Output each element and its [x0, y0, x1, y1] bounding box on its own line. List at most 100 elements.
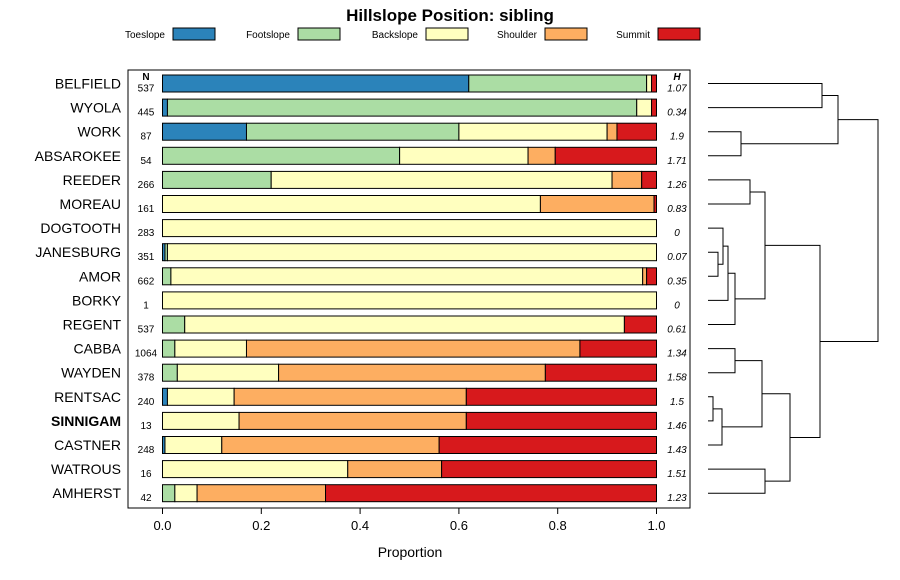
bar-work-summit	[616, 122, 657, 141]
row-label-amor: AMOR	[79, 268, 121, 284]
row-n-moreau: 161	[138, 204, 155, 215]
row-n-reeder: 266	[138, 180, 155, 191]
row-label-rentsac: RENTSAC	[54, 389, 121, 405]
legend-swatch-shoulder	[544, 27, 588, 41]
bar-wyola-toeslope	[162, 98, 168, 117]
dendrogram-link-n	[708, 468, 766, 494]
dendrogram-link-c	[741, 95, 839, 145]
bar-wyola-footslope	[166, 98, 638, 117]
row-label-belfield: BELFIELD	[55, 76, 121, 92]
bar-cabba-footslope	[162, 339, 176, 358]
row-n-janesburg: 351	[138, 252, 155, 263]
row-label-cabba: CABBA	[74, 341, 122, 357]
row-h-sinnigam: 1.46	[667, 421, 687, 432]
row-n-work: 87	[140, 132, 152, 143]
row-label-regent: REGENT	[63, 317, 122, 333]
row-h-amor: 0.35	[667, 276, 687, 287]
row-h-wyola: 0.34	[667, 108, 687, 119]
bar-sinnigam-shoulder	[238, 411, 467, 430]
row-n-regent: 537	[138, 325, 155, 336]
row-h-borky: 0	[674, 300, 680, 311]
legend-label-backslope: Backslope	[372, 30, 419, 41]
x-axis: 0.0 0.2 0.4 0.6 0.8 1.0	[153, 508, 666, 533]
row-h-dogtooth: 0	[674, 228, 680, 239]
row-label-castner: CASTNER	[54, 437, 121, 453]
row-h-rentsac: 1.5	[670, 397, 684, 408]
bar-cabba-backslope	[174, 339, 247, 358]
dendrogram-link-j	[708, 348, 736, 374]
bar-amor-backslope	[170, 267, 644, 286]
bar-wayden-shoulder	[278, 363, 546, 382]
x-tick-label-5: 1.0	[647, 518, 665, 533]
bar-watrous-summit	[441, 460, 657, 479]
bar-moreau-summit	[653, 195, 658, 213]
bar-rentsac-backslope	[166, 387, 235, 406]
chart-title: Hillslope Position: sibling	[346, 6, 554, 25]
row-label-work: WORK	[77, 124, 121, 140]
bar-amherst-shoulder	[196, 484, 327, 503]
row-n-sinnigam: 13	[140, 421, 152, 432]
bar-belfield-footslope	[468, 74, 648, 93]
bar-work-backslope	[458, 122, 608, 141]
dendrogram-link-h	[708, 272, 736, 325]
x-tick-label-2: 0.4	[351, 518, 369, 533]
bar-castner-shoulder	[221, 436, 440, 454]
row-n-borky: 1	[143, 300, 149, 311]
bar-work-toeslope	[162, 122, 247, 141]
row-n-dogtooth: 283	[138, 228, 155, 239]
bar-watrous-backslope	[162, 460, 349, 479]
bar-wayden-summit	[544, 363, 657, 382]
dendrogram-link-l	[708, 408, 723, 446]
row-h-work: 1.9	[670, 132, 684, 143]
x-tick-label-4: 0.8	[549, 518, 567, 533]
row-h-watrous: 1.51	[667, 469, 686, 480]
bar-castner-summit	[438, 436, 658, 454]
bar-belfield-summit	[651, 74, 657, 93]
bar-wyola-summit	[651, 98, 657, 117]
row-label-wyola: WYOLA	[70, 100, 121, 116]
x-tick-label-3: 0.6	[450, 518, 468, 533]
row-label-wayden: WAYDEN	[61, 365, 121, 381]
row-n-wayden: 378	[138, 373, 155, 384]
dendrogram-link-i	[735, 191, 766, 300]
bar-rentsac-shoulder	[233, 387, 467, 406]
bar-janesburg-backslope	[166, 243, 657, 262]
legend-swatch-backslope	[425, 27, 469, 41]
bar-wayden-footslope	[162, 363, 178, 382]
legend-label-summit: Summit	[616, 30, 650, 41]
row-h-reeder: 1.26	[667, 180, 687, 191]
bar-amor-shoulder	[642, 267, 648, 286]
bar-reeder-shoulder	[611, 170, 643, 189]
bar-amherst-summit	[325, 484, 657, 503]
bar-moreau-backslope	[162, 195, 541, 213]
bar-reeder-footslope	[162, 170, 272, 189]
legend-swatch-summit	[657, 27, 701, 41]
row-label-sinnigam: SINNIGAM	[51, 413, 121, 429]
row-h-castner: 1.43	[667, 445, 687, 456]
legend-label-toeslope: Toeslope	[125, 30, 165, 41]
plot-frame	[127, 69, 691, 509]
legend-swatch-footslope	[297, 27, 341, 41]
bar-amor-footslope	[162, 267, 172, 286]
bars: BELFIELD 537 1.07 WYOLA 445 0.34 WORK 87 1.9 ABSA…	[35, 74, 687, 504]
row-h-moreau: 0.83	[667, 204, 687, 215]
bar-absarokee-summit	[554, 146, 657, 165]
x-tick-label-0: 0.0	[153, 518, 171, 533]
row-n-cabba: 1064	[135, 349, 158, 360]
row-label-moreau: MOREAU	[60, 196, 121, 212]
bar-wyola-backslope	[636, 98, 653, 117]
row-label-absarokee: ABSAROKEE	[35, 148, 121, 164]
bar-regent-summit	[623, 315, 658, 334]
legend: Toeslope Footslope Backslope Shoulder Summit	[125, 27, 701, 41]
row-label-dogtooth: DOGTOOTH	[40, 220, 121, 236]
h-header: H	[673, 72, 681, 83]
row-h-janesburg: 0.07	[667, 252, 687, 263]
bar-regent-footslope	[162, 315, 186, 334]
legend-label-shoulder: Shoulder	[497, 30, 538, 41]
bar-rentsac-toeslope	[162, 387, 168, 406]
row-label-watrous: WATROUS	[51, 461, 121, 477]
row-n-amherst: 42	[140, 493, 152, 504]
dendrogram-link-b	[708, 131, 742, 157]
row-n-wyola: 445	[138, 108, 155, 119]
